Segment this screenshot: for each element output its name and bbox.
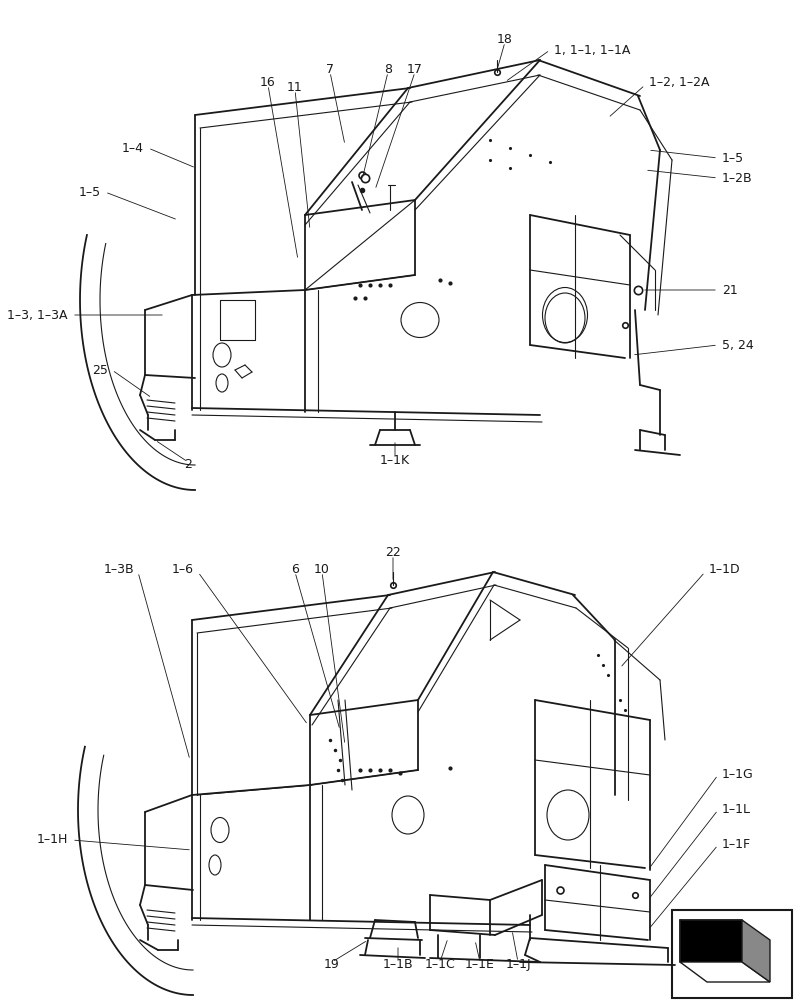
Text: 10: 10	[314, 563, 329, 576]
Text: 5, 24: 5, 24	[721, 338, 753, 352]
Polygon shape	[679, 962, 769, 982]
Text: 18: 18	[496, 33, 512, 46]
Text: 2: 2	[184, 458, 192, 471]
Text: 6: 6	[291, 563, 299, 576]
Polygon shape	[679, 920, 741, 962]
Text: 1–2, 1–2A: 1–2, 1–2A	[648, 76, 708, 89]
Text: 21: 21	[721, 284, 737, 296]
Text: 22: 22	[385, 546, 401, 559]
Text: 1–3B: 1–3B	[104, 563, 134, 576]
Text: 25: 25	[92, 363, 108, 376]
Text: 17: 17	[406, 63, 422, 76]
Text: 1–5: 1–5	[721, 152, 744, 165]
Text: 1–1L: 1–1L	[721, 803, 750, 816]
Text: 1–1D: 1–1D	[708, 563, 740, 576]
Text: 1–1K: 1–1K	[380, 454, 410, 467]
Text: 1–6: 1–6	[172, 563, 194, 576]
Text: 1–1B: 1–1B	[382, 958, 413, 971]
Text: 1–1F: 1–1F	[721, 838, 750, 851]
Text: 1–1G: 1–1G	[721, 768, 753, 781]
Text: 1–1H: 1–1H	[37, 833, 68, 846]
Text: 1, 1–1, 1–1A: 1, 1–1, 1–1A	[553, 44, 630, 57]
Text: 1–1E: 1–1E	[464, 958, 495, 971]
Text: 1–1C: 1–1C	[424, 958, 454, 971]
Text: 1–5: 1–5	[79, 186, 101, 198]
Text: 11: 11	[287, 81, 303, 94]
Text: 8: 8	[384, 63, 392, 76]
Text: 1–3, 1–3A: 1–3, 1–3A	[7, 308, 68, 322]
Text: 19: 19	[324, 958, 340, 971]
FancyBboxPatch shape	[671, 910, 791, 998]
Text: 1–2B: 1–2B	[721, 172, 752, 185]
Text: 1–4: 1–4	[122, 142, 144, 155]
Polygon shape	[741, 920, 769, 982]
Text: 7: 7	[325, 63, 333, 76]
Text: 1–1J: 1–1J	[504, 958, 530, 971]
Text: 16: 16	[260, 76, 275, 89]
